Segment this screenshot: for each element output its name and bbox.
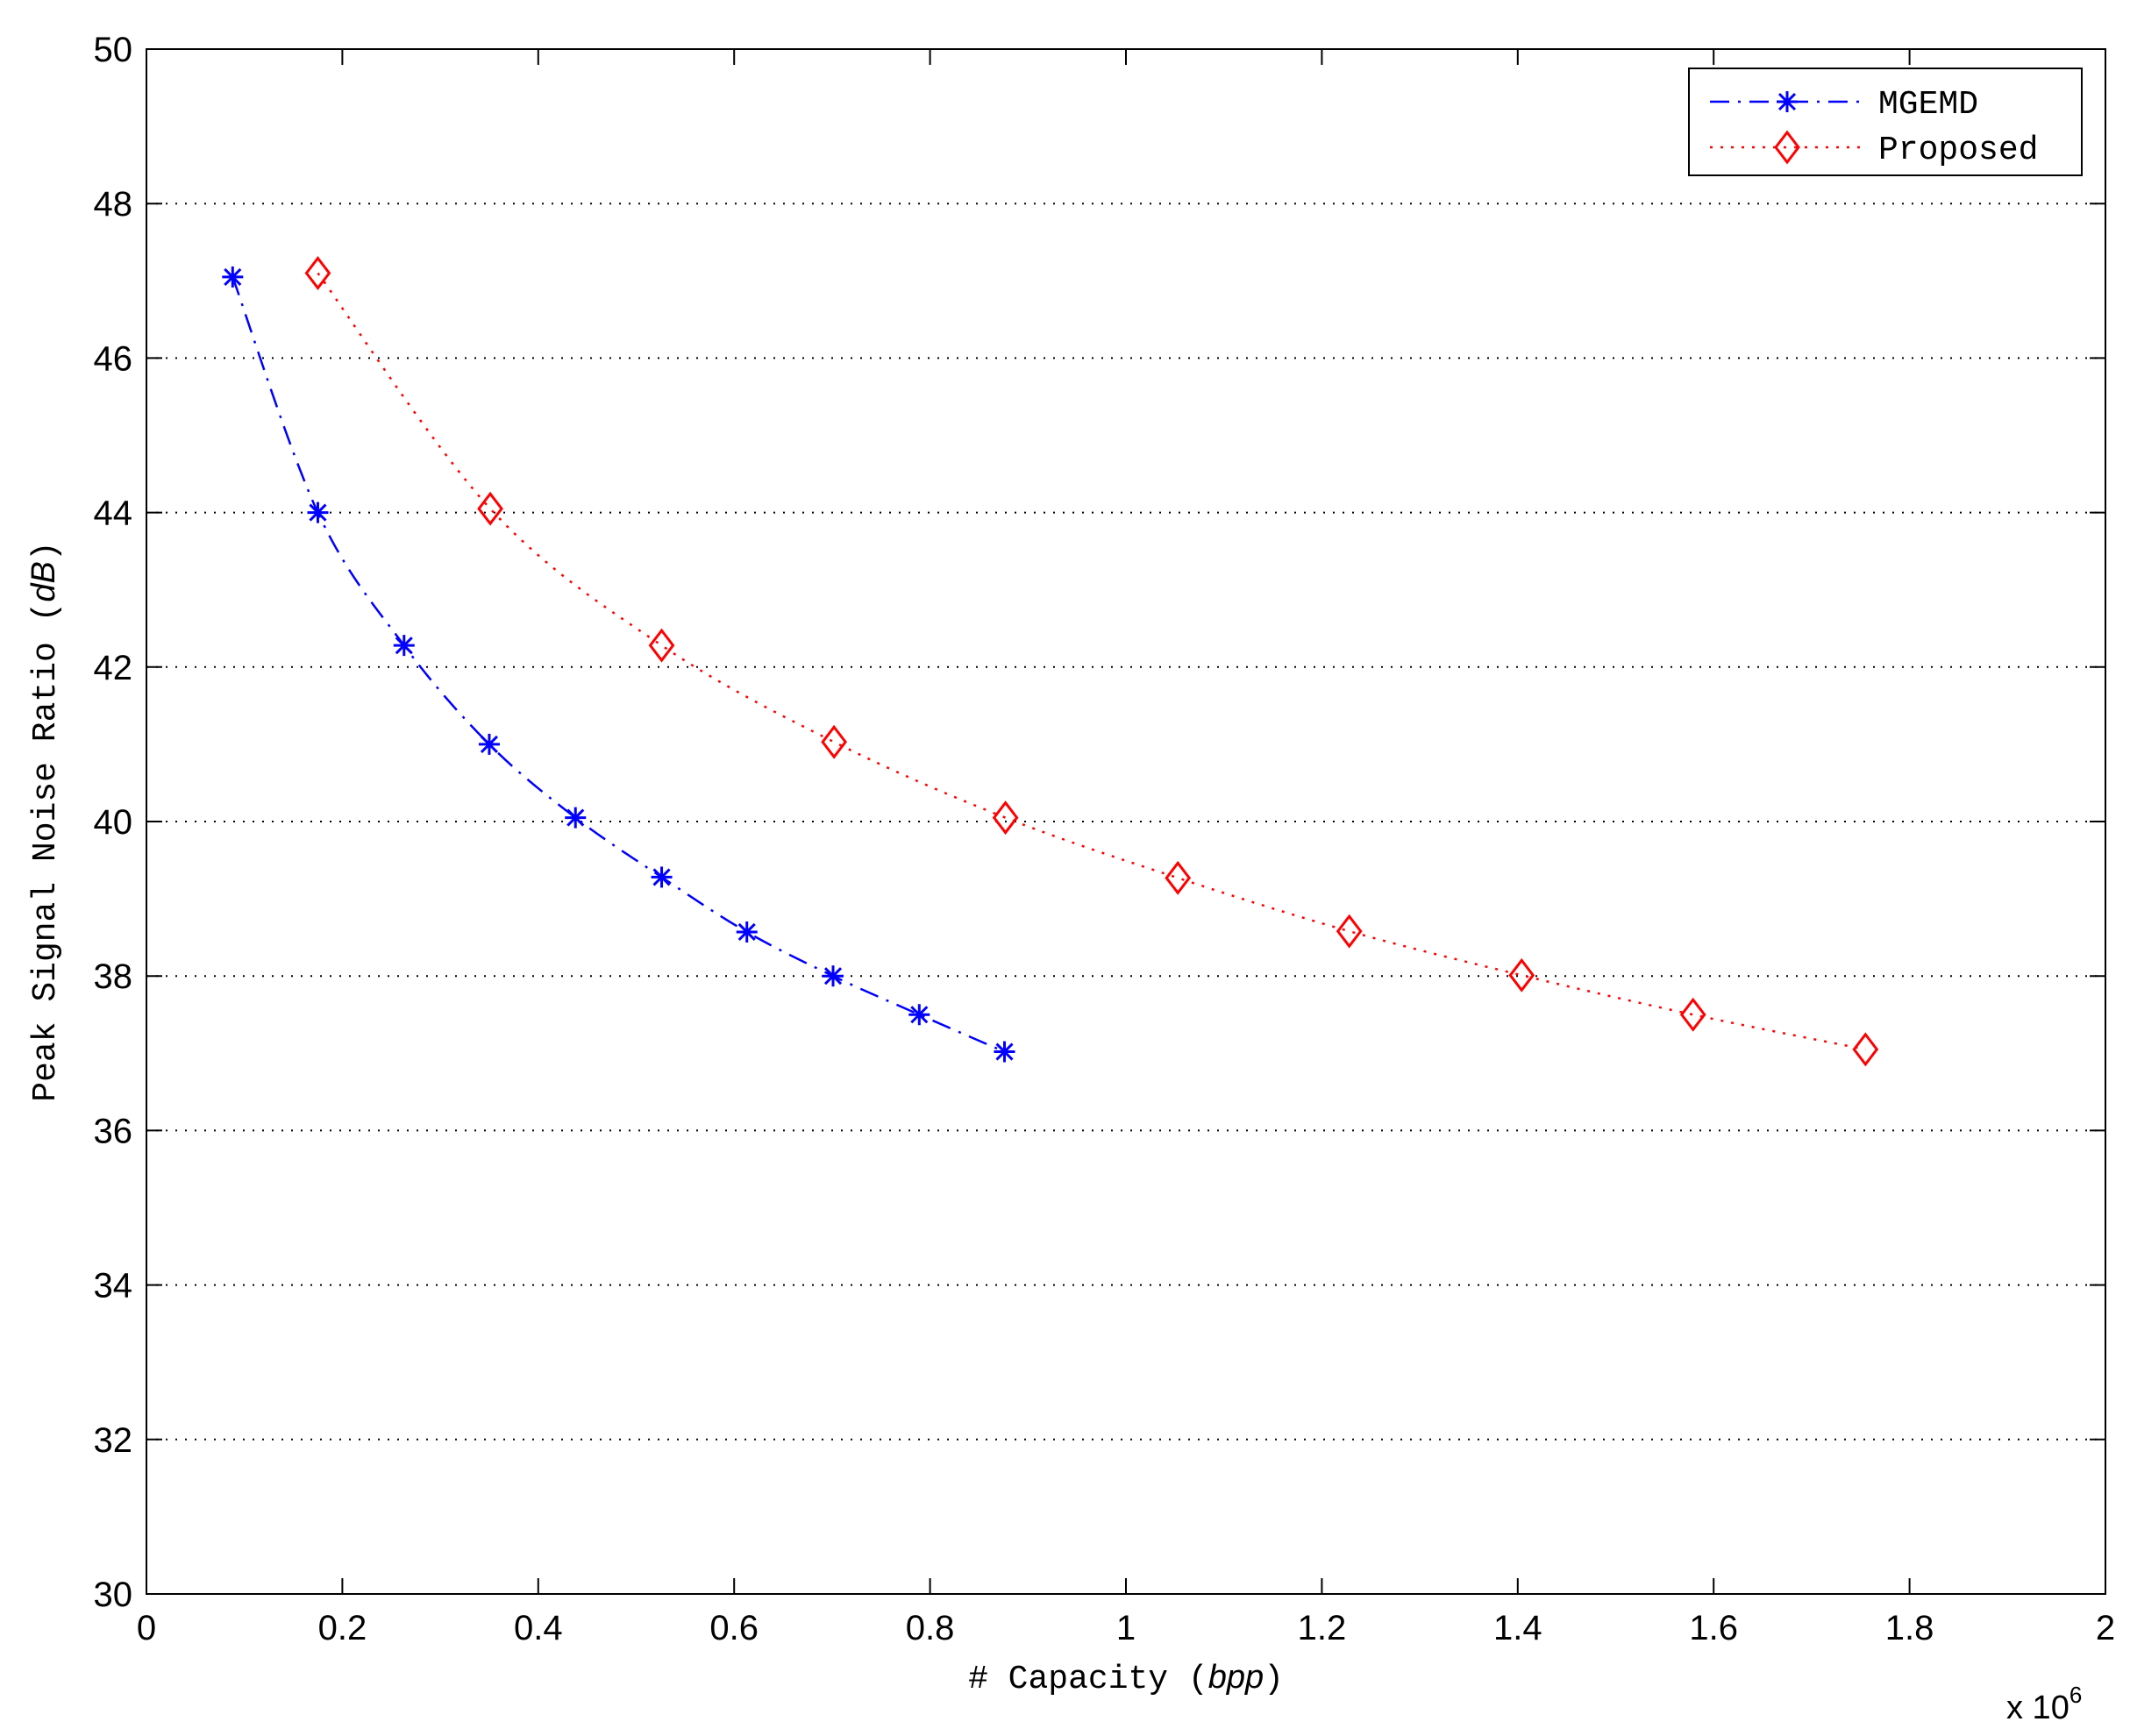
x-axis-label-unit: bpp	[1208, 1659, 1264, 1696]
y-tick-label: 36	[94, 1112, 133, 1150]
legend-label-mgemd: MGEMD	[1878, 86, 1978, 124]
legend-marker-mgemd-stroke	[1777, 92, 1797, 111]
data-point-mgemd-stroke	[823, 967, 843, 985]
legend-box	[1688, 68, 2083, 176]
x-axis-label-suffix: )	[1264, 1661, 1284, 1698]
y-tick-label: 46	[94, 339, 133, 378]
series-lines	[232, 272, 1866, 1053]
x-tick-label: 1.2	[1298, 1609, 1347, 1647]
legend-label-proposed: Proposed	[1878, 132, 2038, 169]
x-tick-label: 0.2	[318, 1609, 367, 1647]
data-point-mgemd-stroke	[224, 267, 242, 286]
data-point-proposed	[1165, 860, 1192, 895]
data-point-mgemd	[994, 1041, 1015, 1063]
data-point-proposed	[1508, 957, 1535, 993]
ticks	[146, 48, 2106, 1595]
x-tick-label: 0	[137, 1609, 156, 1647]
data-point-mgemd	[307, 502, 329, 523]
y-tick-label: 50	[94, 31, 133, 69]
y-axis-label: Peak Signal Noise Ratio (dB)	[25, 541, 65, 1101]
data-point-mgemd-stroke	[395, 637, 413, 655]
data-point-proposed	[992, 800, 1019, 836]
data-point-mgemd	[393, 635, 415, 657]
x-axis-label: # Capacity (bpp)	[968, 1659, 1284, 1698]
x-tick-label: 2	[2096, 1609, 2115, 1647]
x-tick-label: 1.4	[1493, 1609, 1542, 1647]
x-tick-label: 1	[1116, 1609, 1136, 1647]
x-tick-label: 0.6	[709, 1609, 759, 1647]
series-markers	[222, 256, 1879, 1067]
y-axis-label-prefix: Peak Signal Noise Ratio (	[27, 602, 65, 1102]
data-point-proposed	[648, 628, 675, 663]
x-tick-label: 0.4	[514, 1609, 563, 1647]
x-tick-label: 1.6	[1689, 1609, 1738, 1647]
data-point-proposed	[1336, 914, 1363, 949]
x-axis-multiplier-base: x 10	[2006, 1690, 2069, 1726]
data-point-mgemd	[908, 1004, 930, 1026]
series-line-proposed	[317, 272, 1866, 1051]
data-point-proposed	[304, 256, 331, 290]
legend: MGEMD Proposed	[1688, 68, 2083, 176]
data-point-mgemd-stroke	[737, 922, 756, 942]
y-tick-label: 40	[94, 803, 133, 842]
y-tick-label: 30	[94, 1576, 133, 1614]
y-tick-label: 34	[94, 1267, 133, 1306]
data-point-mgemd-stroke	[309, 503, 327, 522]
y-tick-label: 42	[94, 649, 133, 687]
data-point-proposed	[477, 491, 503, 526]
y-tick-label: 48	[94, 185, 133, 224]
data-point-mgemd	[222, 266, 244, 288]
legend-marker-mgemd	[1777, 91, 1798, 112]
data-point-mgemd	[651, 866, 673, 888]
x-tick-label: 1.8	[1885, 1609, 1934, 1647]
data-point-mgemd-stroke	[480, 735, 499, 753]
y-tick-label: 32	[94, 1421, 133, 1460]
data-point-mgemd-stroke	[995, 1042, 1014, 1061]
data-point-mgemd	[736, 921, 758, 943]
x-tick-labels: 0 0.2 0.4 0.6 0.8 1 1.2 1.4 1.6 1.8 2	[137, 1609, 2115, 1647]
data-point-proposed	[821, 724, 848, 759]
y-axis-label-suffix: )	[27, 541, 65, 561]
data-point-mgemd-stroke	[566, 808, 585, 827]
x-axis-multiplier: x 106	[2006, 1682, 2082, 1726]
x-tick-label: 0.8	[906, 1609, 955, 1647]
y-tick-label: 44	[94, 494, 133, 533]
data-point-mgemd	[565, 807, 587, 829]
x-axis-multiplier-exponent: 6	[2069, 1682, 2082, 1708]
y-axis-label-unit: dB	[25, 561, 62, 601]
data-point-proposed	[1679, 997, 1706, 1032]
data-point-mgemd	[478, 733, 500, 755]
data-point-proposed	[1852, 1032, 1879, 1067]
legend-marker-proposed	[1774, 130, 1800, 165]
data-point-mgemd	[823, 965, 844, 987]
y-tick-label: 38	[94, 957, 133, 996]
data-point-mgemd-stroke	[652, 868, 671, 886]
y-tick-labels: 30 32 34 36 38 40 42 44 46 48 50	[94, 31, 133, 1614]
x-axis-label-prefix: # Capacity (	[968, 1661, 1208, 1698]
data-point-mgemd-stroke	[910, 1006, 929, 1024]
